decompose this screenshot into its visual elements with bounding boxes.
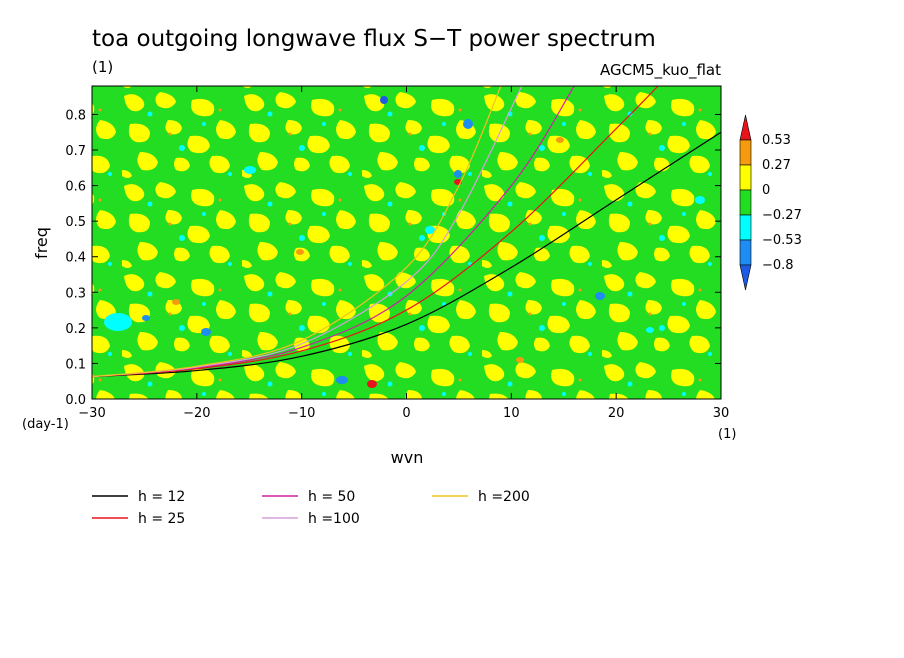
x-tick-label: −20 (183, 406, 210, 421)
y-unit-label: (day-1) (22, 417, 69, 432)
series-line (92, 131, 721, 378)
heatmap-blob (367, 380, 377, 388)
heatmap-blob (454, 170, 462, 178)
y-tick-label: 0.4 (65, 251, 86, 266)
colorbar-segment (739, 214, 752, 241)
y-tick-label: 0.3 (65, 286, 86, 301)
dispersion-curves (92, 86, 721, 378)
x-tick-label: −10 (288, 406, 315, 421)
legend-label: h = 50 (308, 489, 355, 505)
y-tick-label: 0.0 (65, 393, 86, 408)
heatmap-anomalies (104, 96, 705, 388)
heatmap-field (92, 86, 721, 399)
chart-subtitle-left: (1) (92, 58, 113, 76)
heatmap-blob (463, 119, 473, 129)
colorbar-label: −0.53 (762, 233, 802, 248)
colorbar-label: −0.27 (762, 208, 802, 223)
x-axis-label: wvn (391, 448, 424, 467)
y-tick-label: 0.6 (65, 180, 86, 195)
heatmap-blob (201, 328, 211, 336)
colorbar-label: 0.53 (762, 133, 791, 148)
y-tick-label: 0.7 (65, 144, 86, 159)
x-tick-label: 20 (608, 406, 625, 421)
legend-label: h =200 (478, 489, 530, 505)
y-tick-label: 0.8 (65, 108, 86, 123)
colorbar-arrow-top (739, 114, 752, 141)
colorbar-label: −0.8 (762, 258, 794, 273)
chart-subtitle-right: AGCM5_kuo_flat (600, 61, 721, 80)
x-tick-label: 0 (402, 406, 410, 421)
y-axis: 0.0 0.1 0.2 0.3 0.4 0.5 0.6 0.7 0.8 (65, 108, 721, 408)
y-tick-label: 0.1 (65, 357, 86, 372)
y-tick-label: 0.2 (65, 322, 86, 337)
x-tick-label: −30 (78, 406, 105, 421)
colorbar: 0.53 0.27 0 −0.27 −0.53 −0.8 (739, 114, 802, 291)
heatmap-blob (336, 376, 348, 384)
heatmap-blob (244, 166, 256, 174)
heatmap-blob (516, 357, 524, 363)
colorbar-segment (739, 189, 752, 216)
heatmap-blob (104, 313, 132, 331)
chart-title: toa outgoing longwave flux S−T power spe… (92, 26, 656, 52)
y-axis-label: freq (32, 227, 51, 259)
series-line (92, 86, 502, 378)
x-unit-label: (1) (718, 427, 736, 442)
colorbar-label: 0.27 (762, 158, 791, 173)
heatmap-blob (425, 226, 435, 234)
heatmap-blob (172, 299, 180, 305)
colorbar-segment (739, 164, 752, 191)
heatmap-blob (695, 196, 705, 204)
heatmap-blob (380, 96, 388, 104)
series-line (92, 86, 659, 378)
x-tick-label: 30 (713, 406, 730, 421)
legend-label: h = 25 (138, 511, 185, 527)
y-tick-label: 0.5 (65, 215, 86, 230)
colorbar-label: 0 (762, 183, 770, 198)
x-axis: −30 −20 −10 0 10 20 30 (78, 86, 729, 421)
heatmap-blob (142, 315, 150, 321)
heatmap-blob (646, 327, 654, 333)
plot-area (91, 85, 722, 400)
x-tick-label: 10 (503, 406, 520, 421)
legend: h = 12 h = 25 h = 50 h =100 h =200 (92, 489, 530, 527)
heatmap-blob (296, 249, 304, 255)
colorbar-arrow-bottom (739, 264, 752, 291)
colorbar-segment (739, 139, 752, 166)
heatmap-blob (595, 292, 605, 300)
legend-label: h = 12 (138, 489, 185, 505)
colorbar-segment (739, 239, 752, 266)
legend-label: h =100 (308, 511, 360, 527)
heatmap-blob (556, 137, 564, 143)
